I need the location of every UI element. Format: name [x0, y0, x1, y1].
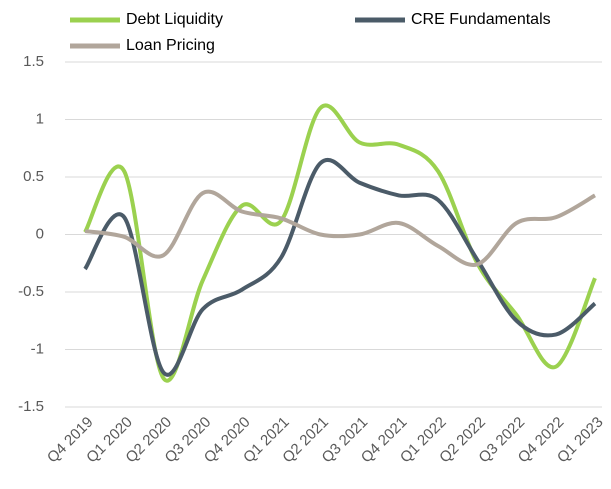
legend-label: Loan Pricing	[126, 37, 215, 54]
y-tick-label: 0.5	[23, 168, 44, 185]
y-tick-label: -1.5	[18, 398, 44, 415]
series-line	[83, 158, 597, 377]
y-tick-label: 0	[36, 225, 44, 242]
y-tick-label: -0.5	[18, 283, 44, 300]
y-tick-label: 1	[36, 110, 44, 127]
series-line	[84, 189, 597, 267]
y-tick-label: -1	[31, 340, 44, 357]
series-line	[83, 103, 597, 383]
legend-label: CRE Fundamentals	[411, 11, 551, 28]
y-tick-label: 1.5	[23, 53, 44, 70]
legend-label: Debt Liquidity	[126, 11, 223, 28]
